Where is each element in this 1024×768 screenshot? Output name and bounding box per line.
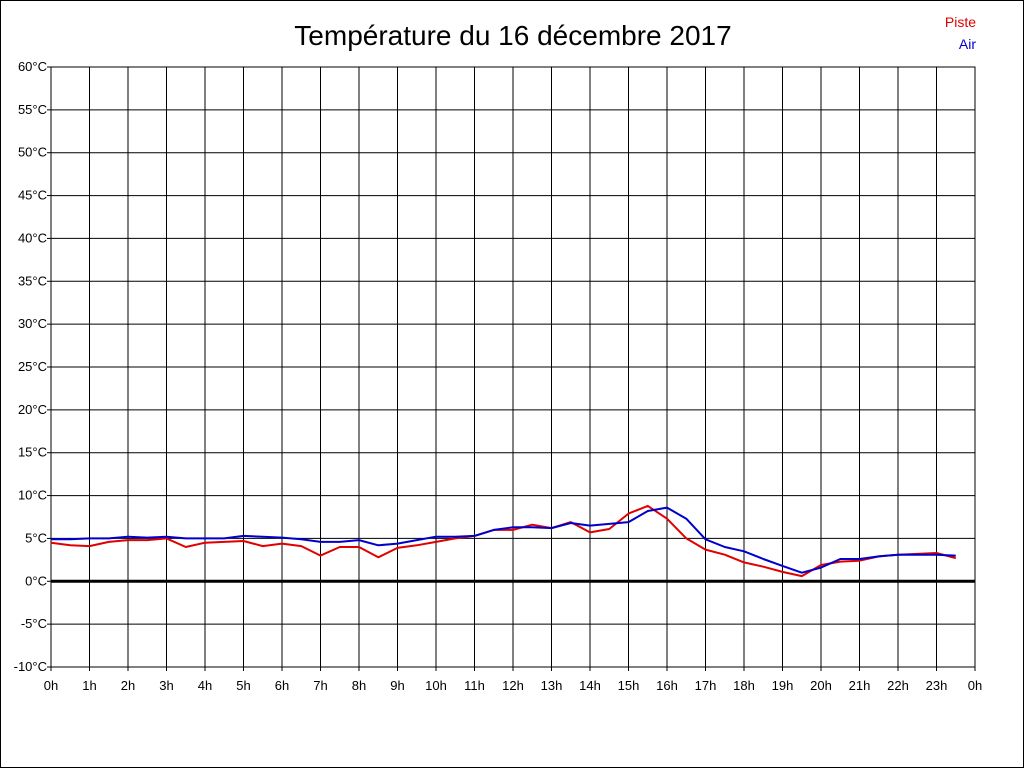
chart-title: Température du 16 décembre 2017 [294, 20, 731, 51]
x-tick-label: 11h [464, 678, 485, 693]
x-tick-label: 2h [121, 678, 135, 693]
x-axis-tick-labels: 0h 1h 2h 3h 4h 5h 6h 7h 8h 9h 10h 11h 12h 13h 14h 15h 16… [44, 667, 982, 693]
x-tick-label: 9h [390, 678, 404, 693]
y-tick-label: 25°C [18, 359, 47, 374]
x-tick-label: 4h [198, 678, 212, 693]
x-tick-label: 18h [733, 678, 755, 693]
x-tick-label: 10h [425, 678, 447, 693]
y-tick-label: 0°C [25, 573, 47, 588]
y-tick-label: -5°C [21, 616, 47, 631]
x-tick-label: 12h [502, 678, 524, 693]
y-tick-label: 55°C [18, 102, 47, 117]
x-tick-label: 0h [968, 678, 982, 693]
x-tick-label: 5h [236, 678, 250, 693]
series-lines [50, 504, 957, 578]
x-tick-label: 6h [275, 678, 289, 693]
y-tick-label: 20°C [18, 402, 47, 417]
legend: Piste Air [945, 14, 976, 52]
x-tick-label: 0h [44, 678, 58, 693]
y-tick-label: 40°C [18, 230, 47, 245]
y-tick-label: 35°C [18, 273, 47, 288]
legend-label-piste: Piste [945, 14, 976, 30]
x-tick-label: 14h [579, 678, 601, 693]
series-line-piste [50, 504, 957, 578]
x-tick-label: 3h [159, 678, 173, 693]
y-tick-label: 50°C [18, 145, 47, 160]
x-tick-label: 21h [849, 678, 871, 693]
y-tick-label: 10°C [18, 488, 47, 503]
y-tick-label: 45°C [18, 188, 47, 203]
x-tick-label: 17h [695, 678, 717, 693]
x-tick-label: 15h [618, 678, 640, 693]
x-tick-label: 7h [313, 678, 327, 693]
x-tick-label: 13h [541, 678, 563, 693]
x-tick-label: 20h [810, 678, 832, 693]
y-tick-label: 5°C [25, 530, 47, 545]
x-tick-label: 8h [352, 678, 366, 693]
x-tick-label: 1h [82, 678, 96, 693]
x-tick-label: 16h [656, 678, 678, 693]
legend-label-air: Air [959, 36, 976, 52]
y-tick-label: 60°C [18, 59, 47, 74]
y-tick-label: -10°C [14, 659, 47, 674]
y-axis-tick-labels: -10°C -5°C 0°C 5°C 10°C 15°C 20°C 25°C 30°C 35°C 4… [14, 59, 51, 674]
x-tick-label: 19h [772, 678, 794, 693]
x-tick-label: 23h [926, 678, 948, 693]
x-tick-label: 22h [887, 678, 909, 693]
y-tick-label: 15°C [18, 445, 47, 460]
series-line-air [51, 506, 956, 574]
y-tick-label: 30°C [18, 316, 47, 331]
